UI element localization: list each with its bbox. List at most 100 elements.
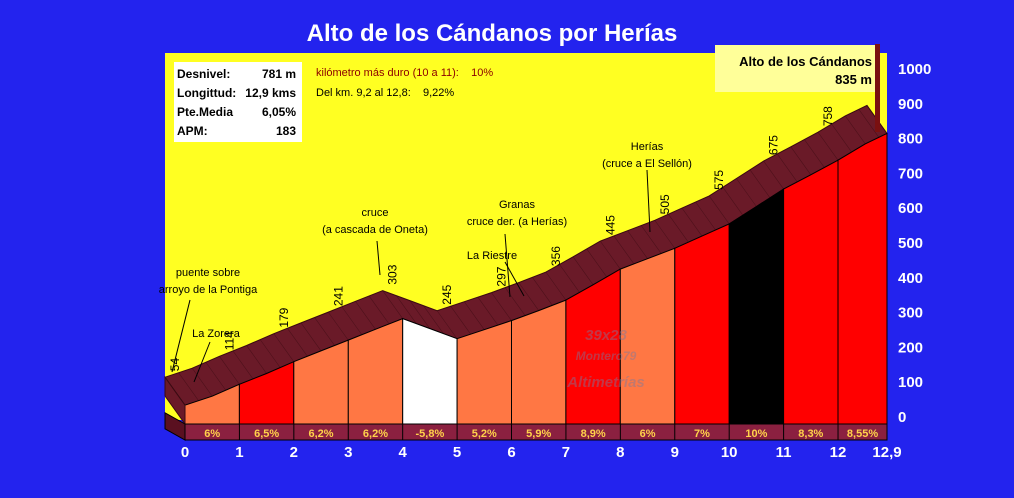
altitude-labels: 54 114 179 241 303 245 297 356 445 505 575 675 758 bbox=[168, 106, 835, 371]
stats-label-apm: APM: bbox=[177, 124, 208, 138]
profile-hatch bbox=[722, 187, 744, 216]
summit-altitude: 835 m bbox=[835, 72, 872, 87]
y-tick-label: 100 bbox=[898, 374, 923, 391]
profile-hatch bbox=[627, 230, 648, 259]
km-segment-7 bbox=[511, 299, 567, 425]
place-label: Herías bbox=[631, 141, 664, 153]
x-tick-label: 0 bbox=[181, 444, 189, 461]
place-label: Granas bbox=[499, 199, 536, 211]
y-tick-label: 0 bbox=[898, 409, 906, 426]
profile-hatch bbox=[355, 301, 376, 330]
y-tick-label: 1000 bbox=[898, 61, 931, 78]
profile-hatch bbox=[776, 153, 798, 183]
segment-note: Del km. 9,2 al 12,8: 9,22% bbox=[316, 87, 454, 99]
place-leader-line bbox=[504, 233, 511, 298]
place-labels: puente sobre arroyo de la Pontiga La Zorer… bbox=[159, 141, 692, 383]
profile-hatch bbox=[708, 195, 730, 225]
profile-hatch bbox=[246, 345, 267, 374]
stats-label-desnivel: Desnivel: bbox=[177, 67, 230, 81]
y-tick-label: 600 bbox=[898, 200, 923, 217]
profile-hatch bbox=[328, 311, 349, 341]
y-tick-label: 300 bbox=[898, 305, 923, 322]
gradient-label-km-4: 6,2% bbox=[363, 428, 388, 440]
x-tick-label: 1 bbox=[235, 444, 243, 461]
profile-hatch bbox=[423, 305, 444, 334]
place-label: cruce bbox=[362, 207, 389, 219]
profile-hatch bbox=[586, 248, 607, 278]
km-altitude-label: 356 bbox=[549, 246, 563, 266]
profile-hatch bbox=[341, 306, 363, 335]
km-altitude-label: 54 bbox=[168, 358, 182, 372]
place-label: La Zorera bbox=[192, 328, 241, 340]
profile-hatch bbox=[640, 225, 662, 254]
km-altitude-label: 303 bbox=[386, 264, 400, 284]
y-tick-label: 900 bbox=[898, 96, 923, 113]
place-label: (a cascada de Oneta) bbox=[322, 224, 428, 236]
stats-box-bg bbox=[174, 62, 302, 142]
profile-hatch bbox=[613, 235, 635, 265]
km-segment-12 bbox=[783, 159, 839, 425]
profile-hatch bbox=[450, 306, 471, 335]
x-tick-label: 5 bbox=[453, 444, 461, 461]
km-altitude-label: 114 bbox=[222, 331, 236, 350]
x-tick-label: 11 bbox=[776, 444, 792, 461]
profile-hatch bbox=[668, 213, 689, 243]
profile-hatch bbox=[436, 310, 458, 339]
profile-hatch bbox=[763, 160, 784, 190]
stats-label-longitud: Longittud: bbox=[177, 86, 236, 100]
profile-hatch bbox=[817, 132, 839, 161]
place-label: (cruce a El Sellón) bbox=[602, 158, 692, 170]
stats-value-desnivel: 781 m bbox=[262, 67, 296, 81]
profile-hatch bbox=[858, 109, 880, 138]
km-altitude-label: 297 bbox=[495, 266, 509, 286]
gradient-label-km-7: 5,9% bbox=[526, 428, 551, 440]
summit-box-bg bbox=[715, 45, 878, 92]
x-tick-label: 4 bbox=[399, 444, 408, 461]
place-label: puente sobre bbox=[176, 267, 240, 279]
stats-value-pendiente: 6,05% bbox=[262, 105, 296, 119]
watermark-line2: Montero79 bbox=[576, 349, 637, 363]
summit-box: Alto de los Cándanos 835 m bbox=[715, 45, 878, 92]
profile-hatch bbox=[804, 139, 825, 168]
km-altitude-label: 245 bbox=[440, 284, 454, 304]
chart-title: Alto de los Cándanos por Herías bbox=[307, 20, 678, 47]
stats-label-pendiente: Pte.Media bbox=[177, 105, 233, 119]
profile-left-cap bbox=[164, 375, 186, 426]
x-tick-label: 3 bbox=[344, 444, 352, 461]
x-tick-label: 7 bbox=[562, 444, 570, 461]
watermark: 39x28 Montero79 Altimetrías bbox=[566, 327, 645, 391]
profile-hatch bbox=[287, 328, 308, 357]
x-tick-label: 9 bbox=[671, 444, 679, 461]
profile-hatch bbox=[273, 333, 295, 362]
hardest-km-note: kilómetro más duro (10 a 11): 10% bbox=[316, 67, 493, 79]
profile-hatch bbox=[736, 178, 757, 207]
profile-hatch bbox=[559, 264, 580, 293]
stats-value-apm: 183 bbox=[276, 124, 296, 138]
place-leader-line bbox=[646, 169, 651, 233]
place-leader-line bbox=[193, 341, 211, 383]
profile-hatch bbox=[518, 282, 539, 311]
gradient-label-km-1: 6% bbox=[204, 428, 220, 440]
y-axis: 0 100 200 300 400 500 600 700 800 900 1000 bbox=[898, 61, 931, 426]
km-segment-11 bbox=[728, 188, 785, 425]
profile-hatch bbox=[382, 290, 403, 319]
profile-hatch bbox=[259, 339, 281, 368]
gradient-label-km-6: 5,2% bbox=[472, 428, 497, 440]
y-tick-label: 700 bbox=[898, 165, 923, 182]
profile-hatch bbox=[532, 277, 553, 306]
gradient-label-km-12: 8,3% bbox=[798, 428, 823, 440]
gradient-label-km-9: 6% bbox=[640, 428, 656, 440]
km-altitude-label: 758 bbox=[821, 106, 835, 126]
gradient-label-km-3: 6,2% bbox=[309, 428, 334, 440]
gradient-band: 6% 6,5% 6,2% 6,2% -5,8% 5,2% 5,9% 8,9% 6% 7% 10% 8,… bbox=[164, 411, 888, 441]
x-tick-label: 2 bbox=[290, 444, 298, 461]
place-label: arroyo de la Pontiga bbox=[159, 284, 258, 296]
place-label: cruce der. (a Herías) bbox=[467, 216, 567, 228]
stats-value-longitud: 12,9 kms bbox=[245, 86, 296, 100]
gradient-label-km-8: 8,9% bbox=[581, 428, 606, 440]
profile-hatch bbox=[695, 201, 716, 231]
km-altitude-label: 445 bbox=[603, 215, 617, 235]
profile-hatch bbox=[545, 271, 567, 301]
gradient-label-km-10: 7% bbox=[694, 428, 710, 440]
